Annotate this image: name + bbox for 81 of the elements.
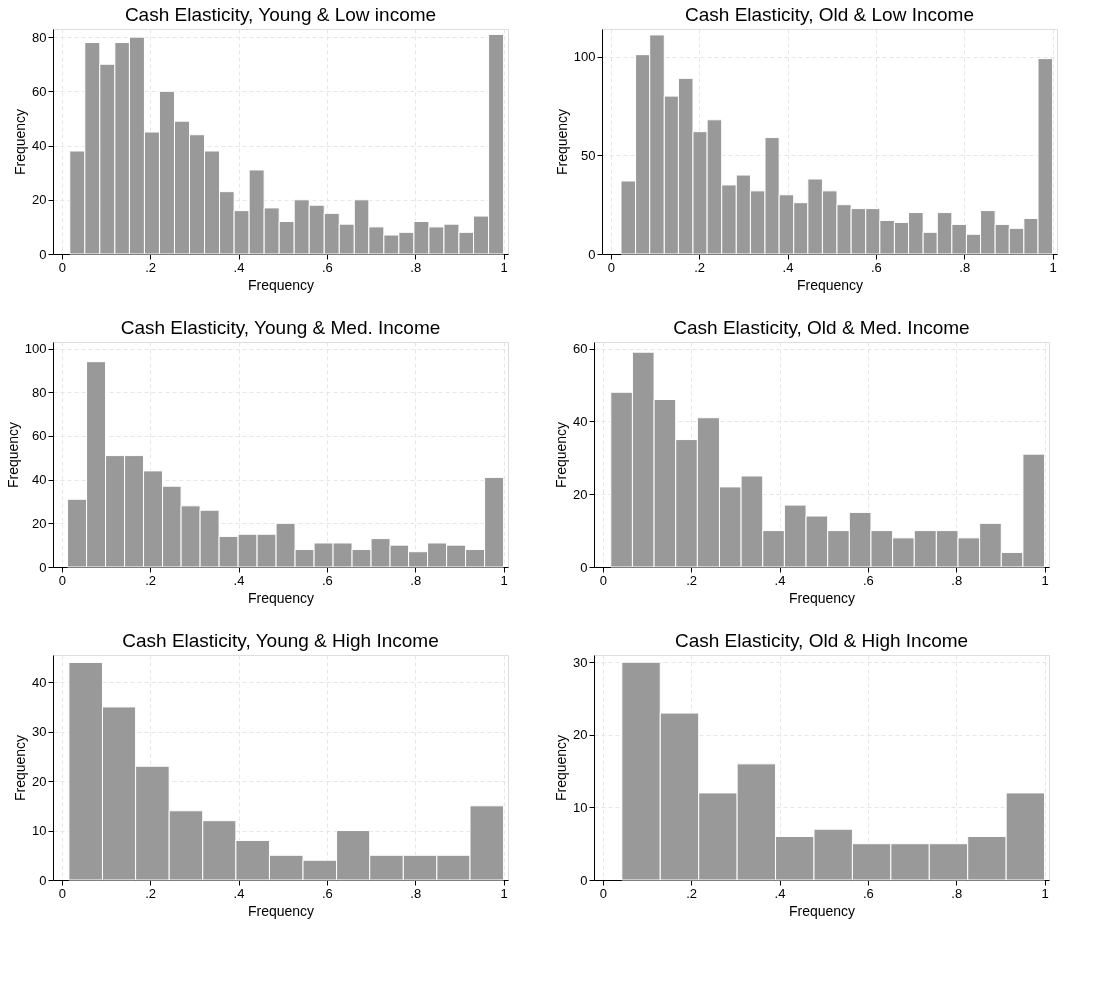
y-tick-label: 40	[32, 138, 47, 154]
x-tick-label: 0	[58, 885, 66, 901]
y-tick-label: 20	[573, 727, 588, 743]
y-tick-label: 20	[32, 515, 47, 531]
y-axis-title: Frequency	[12, 734, 29, 802]
x-tick-label: 0	[607, 259, 615, 275]
y-axis-title: Frequency	[12, 108, 29, 176]
chart-title: Cash Elasticity, Old & High Income	[674, 630, 969, 651]
x-tick-label: .4	[774, 572, 786, 588]
x-tick-label: .2	[686, 885, 698, 901]
x-tick-label: .8	[951, 572, 963, 588]
x-tick-label: .6	[321, 572, 333, 588]
y-tick-label: 60	[32, 428, 47, 444]
x-axis-title: Frequency	[788, 589, 856, 606]
chart-title: Cash Elasticity, Young & Low income	[124, 4, 437, 25]
y-tick-label: 100	[24, 341, 47, 357]
x-axis-title: Frequency	[247, 902, 315, 919]
x-tick-label: .6	[870, 259, 882, 275]
y-tick-label: 0	[588, 246, 596, 262]
y-tick-label: 10	[32, 823, 47, 839]
x-tick-label: .6	[862, 885, 874, 901]
x-tick-label: .2	[694, 259, 706, 275]
x-tick-label: .8	[410, 572, 422, 588]
chart-title: Cash Elasticity, Old & Med. Income	[673, 317, 970, 338]
y-tick-label: 0	[580, 872, 588, 888]
y-tick-label: 10	[573, 799, 588, 815]
x-tick-label: .2	[686, 572, 698, 588]
y-tick-label: 80	[32, 384, 47, 400]
chart-title: Cash Elasticity, Young & High Income	[122, 630, 439, 651]
y-tick-label: 0	[39, 246, 47, 262]
x-tick-label: .2	[145, 572, 157, 588]
x-tick-label: .2	[145, 885, 157, 901]
y-tick-label: 0	[580, 559, 588, 575]
y-tick-label: 60	[573, 341, 588, 357]
y-axis-title: Frequency	[553, 734, 570, 802]
x-tick-label: 0	[599, 885, 607, 901]
y-tick-label: 20	[573, 486, 588, 502]
x-tick-label: .6	[321, 259, 333, 275]
x-axis-title: Frequency	[247, 276, 315, 293]
x-tick-label: 0	[58, 259, 66, 275]
y-tick-label: 40	[32, 472, 47, 488]
x-tick-label: .8	[959, 259, 971, 275]
x-tick-label: .6	[321, 885, 333, 901]
chart-title: Cash Elasticity, Young & Med. Income	[120, 317, 441, 338]
x-tick-label: .4	[774, 885, 786, 901]
y-tick-label: 100	[573, 49, 596, 65]
y-tick-label: 40	[573, 413, 588, 429]
x-axis-title: Frequency	[796, 276, 864, 293]
x-tick-label: .8	[951, 885, 963, 901]
y-tick-label: 80	[32, 29, 47, 45]
x-tick-label: .8	[410, 885, 422, 901]
x-tick-label: .4	[233, 885, 245, 901]
y-tick-label: 60	[32, 83, 47, 99]
x-tick-label: 1	[500, 259, 508, 275]
y-axis-title: Frequency	[4, 421, 21, 489]
x-tick-label: 1	[1041, 572, 1049, 588]
x-tick-label: .4	[233, 572, 245, 588]
x-axis-title: Frequency	[788, 902, 856, 919]
y-tick-label: 40	[32, 674, 47, 690]
y-tick-label: 0	[39, 559, 47, 575]
chart-title: Cash Elasticity, Old & Low Income	[685, 4, 974, 25]
y-tick-label: 20	[32, 192, 47, 208]
x-tick-label: .4	[233, 259, 245, 275]
x-tick-label: .6	[862, 572, 874, 588]
x-tick-label: 1	[500, 885, 508, 901]
x-tick-label: 0	[58, 572, 66, 588]
x-tick-label: .2	[145, 259, 157, 275]
x-tick-label: 1	[500, 572, 508, 588]
y-tick-label: 50	[581, 147, 596, 163]
y-axis-title: Frequency	[553, 108, 570, 176]
x-axis-title: Frequency	[247, 589, 315, 606]
y-tick-label: 20	[32, 773, 47, 789]
x-tick-label: .8	[410, 259, 422, 275]
x-tick-label: 1	[1041, 885, 1049, 901]
y-tick-label: 30	[32, 724, 47, 740]
y-axis-title: Frequency	[553, 421, 570, 489]
y-tick-label: 0	[39, 872, 47, 888]
x-tick-label: .4	[782, 259, 794, 275]
x-tick-label: 1	[1049, 259, 1057, 275]
x-tick-label: 0	[599, 572, 607, 588]
y-tick-label: 30	[573, 654, 588, 670]
